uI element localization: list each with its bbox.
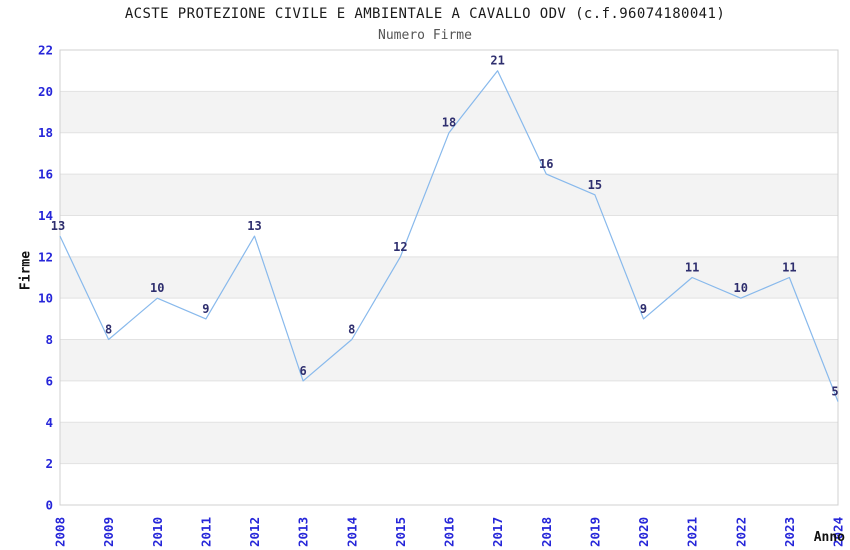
y-tick-label: 22 <box>38 43 53 58</box>
y-tick-label: 10 <box>38 291 53 306</box>
x-tick-label: 2015 <box>393 517 408 547</box>
plot-band <box>60 256 838 299</box>
plot-band <box>60 91 838 133</box>
point-label: 10 <box>734 281 748 295</box>
y-tick-label: 16 <box>38 167 53 182</box>
y-tick-label: 2 <box>45 456 53 471</box>
point-label: 15 <box>588 178 602 192</box>
y-tick-label: 14 <box>38 208 53 223</box>
x-tick-label: 2009 <box>101 517 116 547</box>
x-tick-label: 2020 <box>636 517 651 547</box>
x-tick-label: 2010 <box>150 517 165 547</box>
point-label: 16 <box>539 157 553 171</box>
y-tick-label: 4 <box>45 415 53 430</box>
y-tick-label: 8 <box>45 332 53 347</box>
x-axis-title: Anno <box>813 530 845 545</box>
point-label: 12 <box>393 240 407 254</box>
series-line <box>59 70 839 402</box>
y-tick-label: 6 <box>45 373 53 388</box>
x-tick-label: 2022 <box>733 517 748 547</box>
x-tick-label: 2011 <box>198 517 213 547</box>
point-label: 11 <box>685 261 699 275</box>
plot-border <box>59 49 839 506</box>
y-tick-label: 0 <box>45 498 53 513</box>
plot-band <box>60 174 838 216</box>
point-label: 9 <box>640 302 647 316</box>
point-label: 11 <box>782 261 796 275</box>
point-label: 13 <box>247 219 261 233</box>
x-tick-label: 2017 <box>490 517 505 547</box>
point-label: 8 <box>105 323 112 337</box>
plot-band <box>60 422 838 464</box>
point-label: 18 <box>442 116 456 130</box>
chart-subtitle: Numero Firme <box>378 28 472 43</box>
x-tick-label: 2023 <box>782 517 797 547</box>
point-label: 8 <box>348 323 355 337</box>
x-tick-label: 2008 <box>53 517 68 547</box>
x-tick-label: 2019 <box>587 517 602 547</box>
point-label: 5 <box>831 385 838 399</box>
point-label: 21 <box>490 54 504 68</box>
x-tick-label: 2013 <box>296 517 311 547</box>
x-tick-label: 2018 <box>539 517 554 547</box>
y-tick-label: 12 <box>38 249 53 264</box>
point-label: 10 <box>150 281 164 295</box>
y-tick-label: 18 <box>38 125 53 140</box>
plot-band <box>60 339 838 381</box>
chart-title: ACSTE PROTEZIONE CIVILE E AMBIENTALE A C… <box>124 6 726 22</box>
x-tick-label: 2016 <box>442 517 457 547</box>
y-tick-label: 20 <box>38 84 53 99</box>
point-label: 13 <box>51 219 65 233</box>
x-tick-label: 2024 <box>831 517 846 547</box>
x-tick-label: 2012 <box>247 517 262 547</box>
point-label: 9 <box>202 302 209 316</box>
x-tick-label: 2021 <box>685 517 700 547</box>
x-tick-label: 2014 <box>344 517 359 547</box>
point-label: 6 <box>300 364 307 378</box>
